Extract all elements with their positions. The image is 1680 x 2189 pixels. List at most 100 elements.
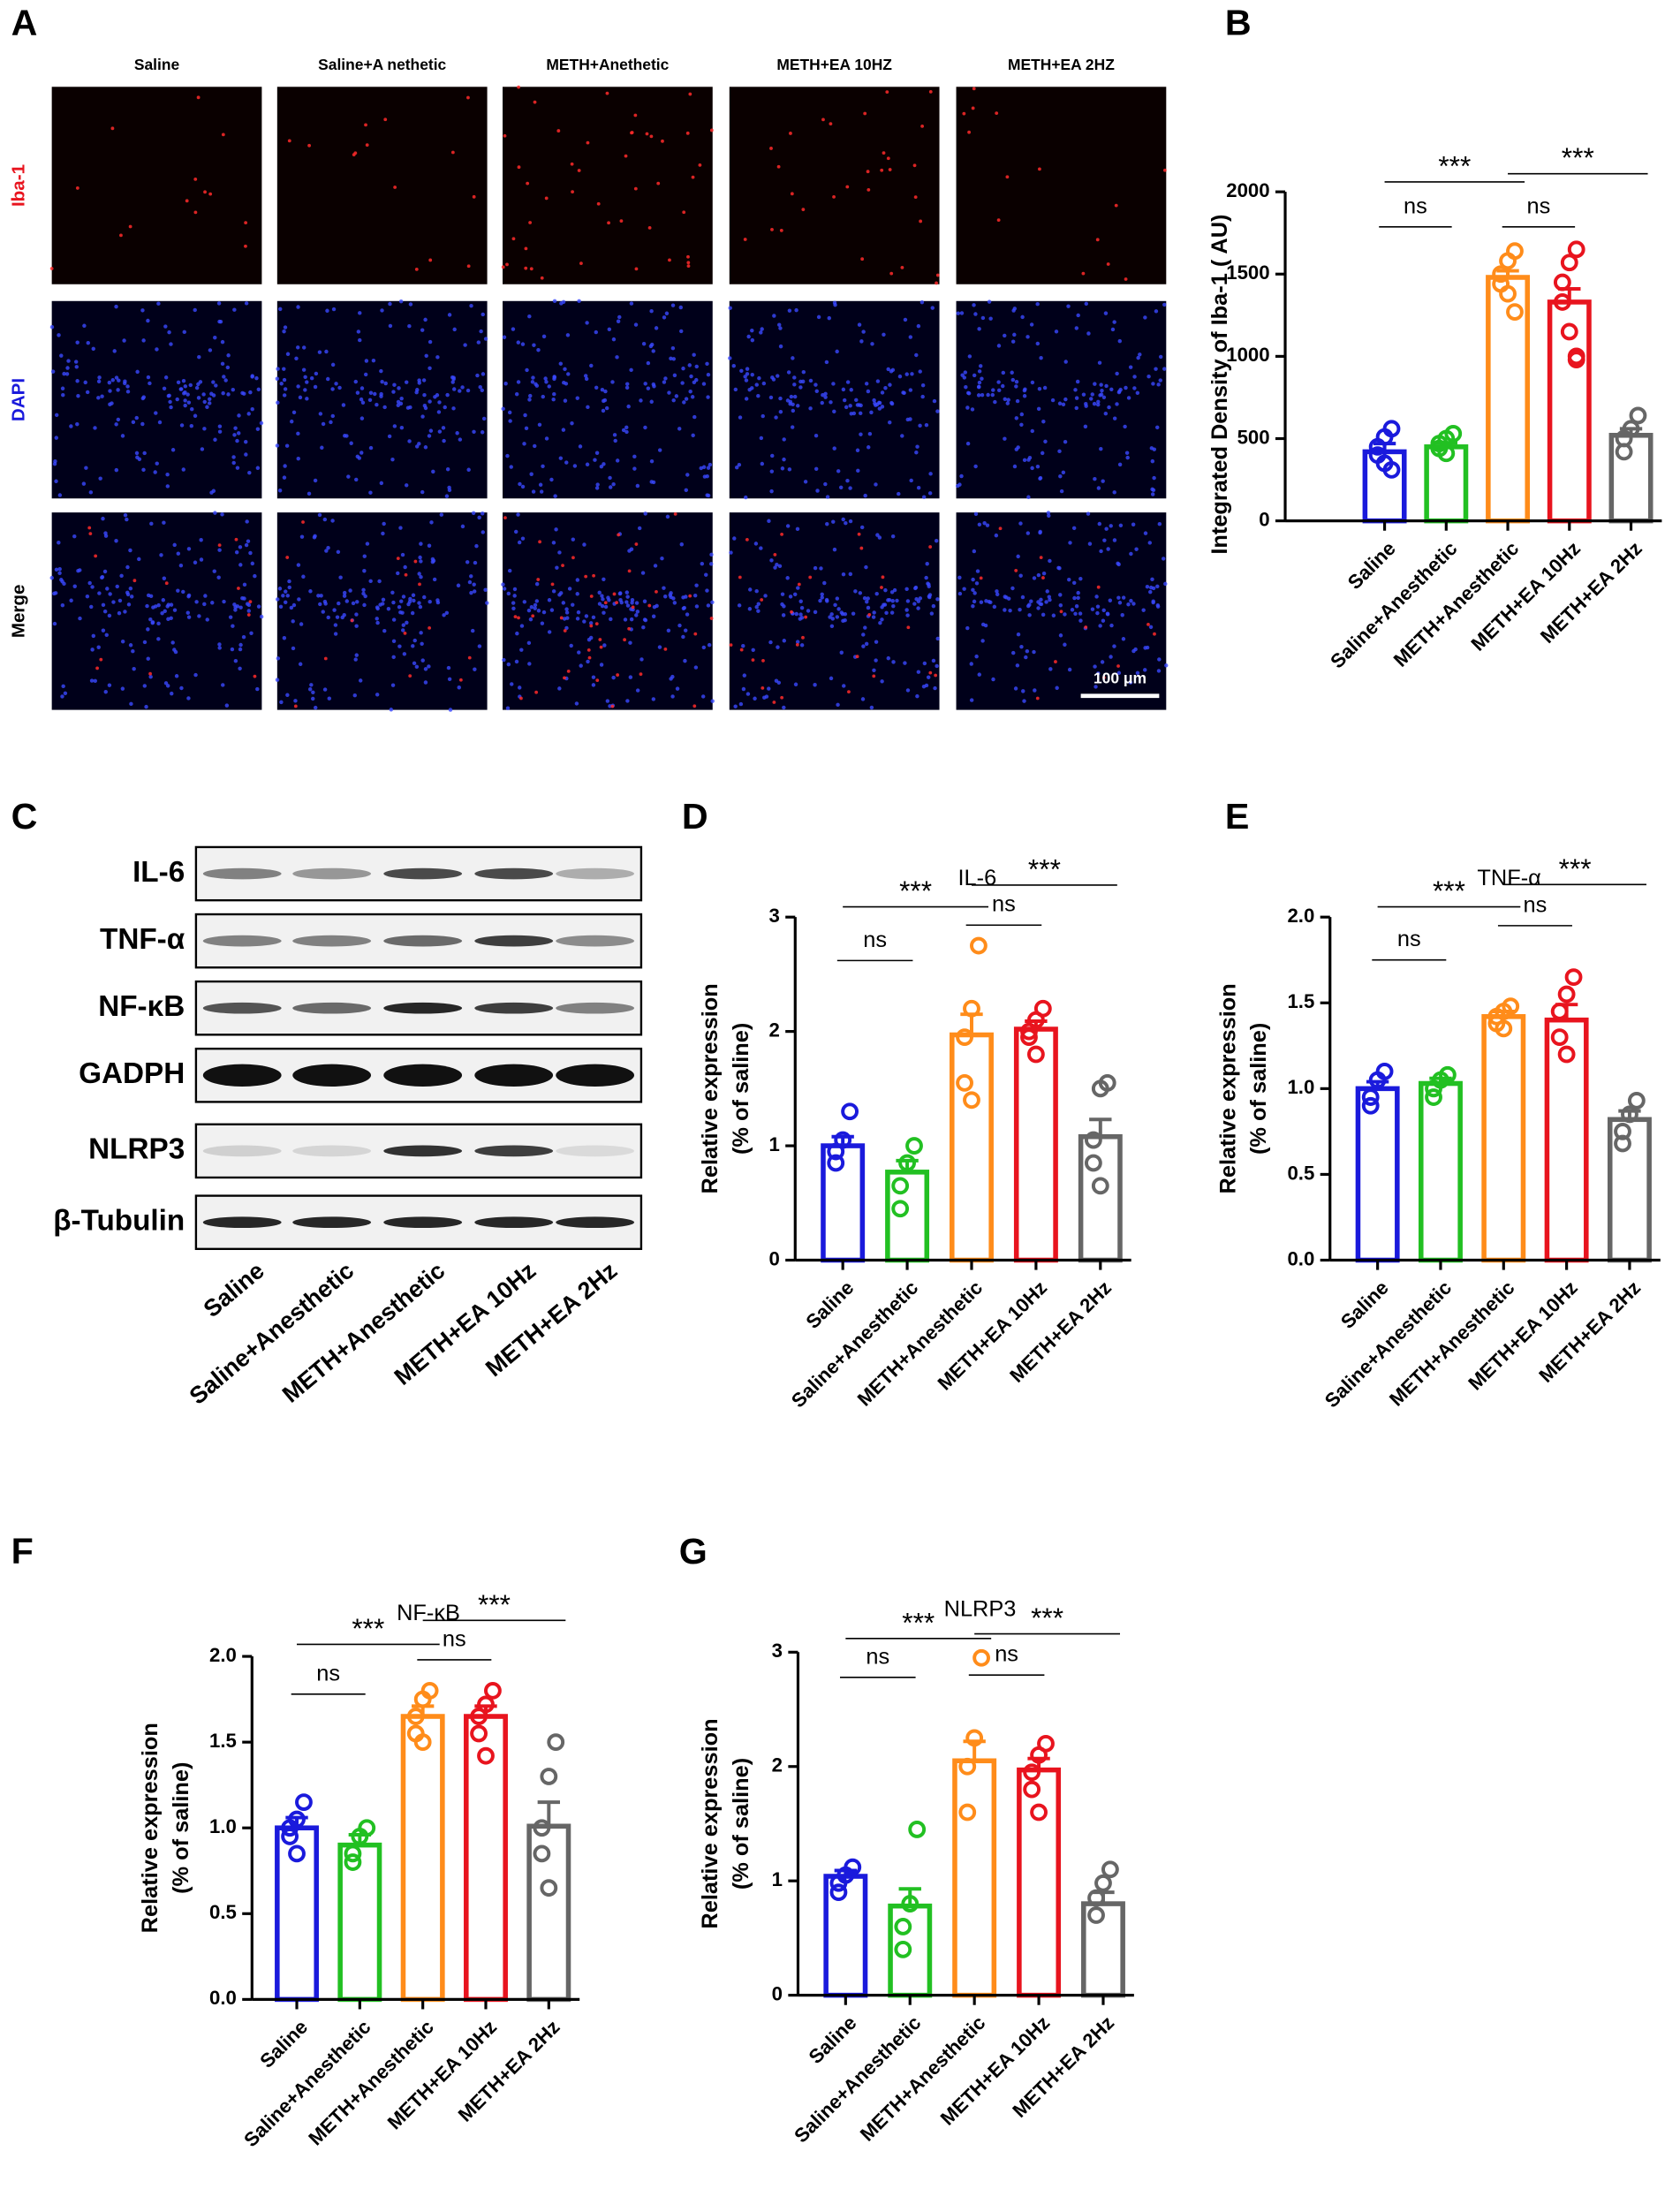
nucleus — [543, 376, 548, 381]
data-point — [288, 1844, 306, 1863]
data-point — [841, 1102, 859, 1121]
nucleus — [927, 593, 933, 597]
nucleus — [733, 387, 738, 392]
nucleus — [965, 405, 970, 410]
nucleus — [738, 701, 744, 707]
column-label: METH+EA 2HZ — [1008, 56, 1115, 73]
nucleus — [1099, 383, 1103, 387]
chart-title: IL-6 — [957, 866, 996, 890]
nucleus — [1019, 644, 1024, 649]
nucleus — [782, 457, 786, 462]
nucleus — [886, 598, 890, 602]
nucleus — [859, 432, 863, 436]
nucleus — [415, 388, 420, 392]
nucleus — [183, 390, 187, 395]
nucleus — [446, 665, 451, 670]
nucleus — [389, 708, 394, 712]
blot-band — [474, 1216, 554, 1229]
nucleus — [131, 420, 136, 425]
nucleus — [75, 340, 79, 345]
micrograph-texture — [501, 511, 715, 710]
y-tick-label: 1.0 — [209, 1815, 237, 1837]
nucleus — [477, 515, 481, 520]
data-point — [1553, 293, 1571, 311]
nucleus — [691, 433, 695, 438]
data-point — [1087, 1906, 1105, 1924]
nucleus — [700, 694, 706, 699]
nucleus — [179, 423, 185, 428]
nucleus — [437, 400, 442, 405]
nucleus — [903, 317, 908, 322]
y-axis-label: Relative expression — [138, 1723, 163, 1933]
nucleus — [196, 382, 201, 387]
data-point — [1101, 1860, 1119, 1879]
microglia — [1096, 585, 1101, 589]
nucleus — [662, 315, 667, 320]
nucleus — [213, 336, 217, 340]
nucleus — [1096, 671, 1101, 676]
nucleus — [653, 564, 658, 568]
nucleus — [186, 615, 192, 619]
nucleus — [608, 475, 612, 481]
data-point — [827, 1142, 845, 1161]
nucleus — [973, 464, 978, 469]
nucleus — [108, 402, 112, 406]
nucleus — [706, 466, 711, 470]
nucleus — [904, 608, 909, 612]
nucleus — [739, 368, 744, 374]
nucleus — [254, 375, 259, 381]
nucleus — [534, 599, 540, 603]
nucleus — [470, 628, 475, 633]
nucleus — [397, 605, 402, 610]
nucleus — [671, 357, 677, 361]
nucleus — [165, 484, 170, 489]
nucleus — [554, 527, 558, 532]
nucleus — [183, 403, 187, 408]
nucleus — [473, 667, 477, 671]
nucleus — [371, 358, 376, 363]
nucleus — [506, 591, 511, 596]
nucleus — [1041, 571, 1047, 576]
bar — [1362, 449, 1407, 524]
nucleus — [1074, 405, 1078, 411]
y-tick-label: 1500 — [1226, 261, 1269, 284]
x-tick-label: METH+EA 10Hz — [383, 2016, 501, 2133]
nucleus — [777, 322, 782, 327]
blot-band — [474, 1145, 554, 1157]
nucleus — [166, 617, 170, 621]
nucleus — [841, 572, 846, 577]
nucleus — [303, 375, 307, 380]
nucleus — [1015, 398, 1020, 404]
nucleus — [422, 392, 427, 398]
nucleus — [629, 617, 634, 622]
micrograph-texture — [287, 95, 476, 271]
nucleus — [795, 640, 800, 644]
nucleus — [163, 681, 169, 685]
nucleus — [305, 397, 309, 401]
microglia — [619, 219, 624, 223]
nucleus — [64, 372, 70, 376]
data-point — [540, 1879, 558, 1897]
microglia — [563, 676, 566, 680]
nucleus — [368, 445, 374, 451]
nucleus — [694, 604, 700, 609]
nucleus — [358, 337, 362, 343]
nucleus — [284, 589, 288, 594]
microglia — [603, 601, 608, 605]
data-point — [1382, 460, 1401, 479]
y-tick-label: 1.0 — [1287, 1076, 1314, 1098]
microglia — [589, 595, 594, 598]
nucleus — [544, 380, 549, 384]
nucleus — [502, 657, 506, 663]
data-point — [1020, 1022, 1038, 1041]
nucleus — [611, 675, 616, 680]
nucleus — [822, 580, 827, 586]
nucleus — [1038, 529, 1042, 534]
micrograph — [729, 300, 940, 499]
nucleus — [330, 387, 335, 391]
nucleus — [175, 397, 179, 402]
nucleus — [1058, 633, 1063, 638]
microglia — [607, 221, 610, 225]
microglia — [287, 139, 291, 143]
